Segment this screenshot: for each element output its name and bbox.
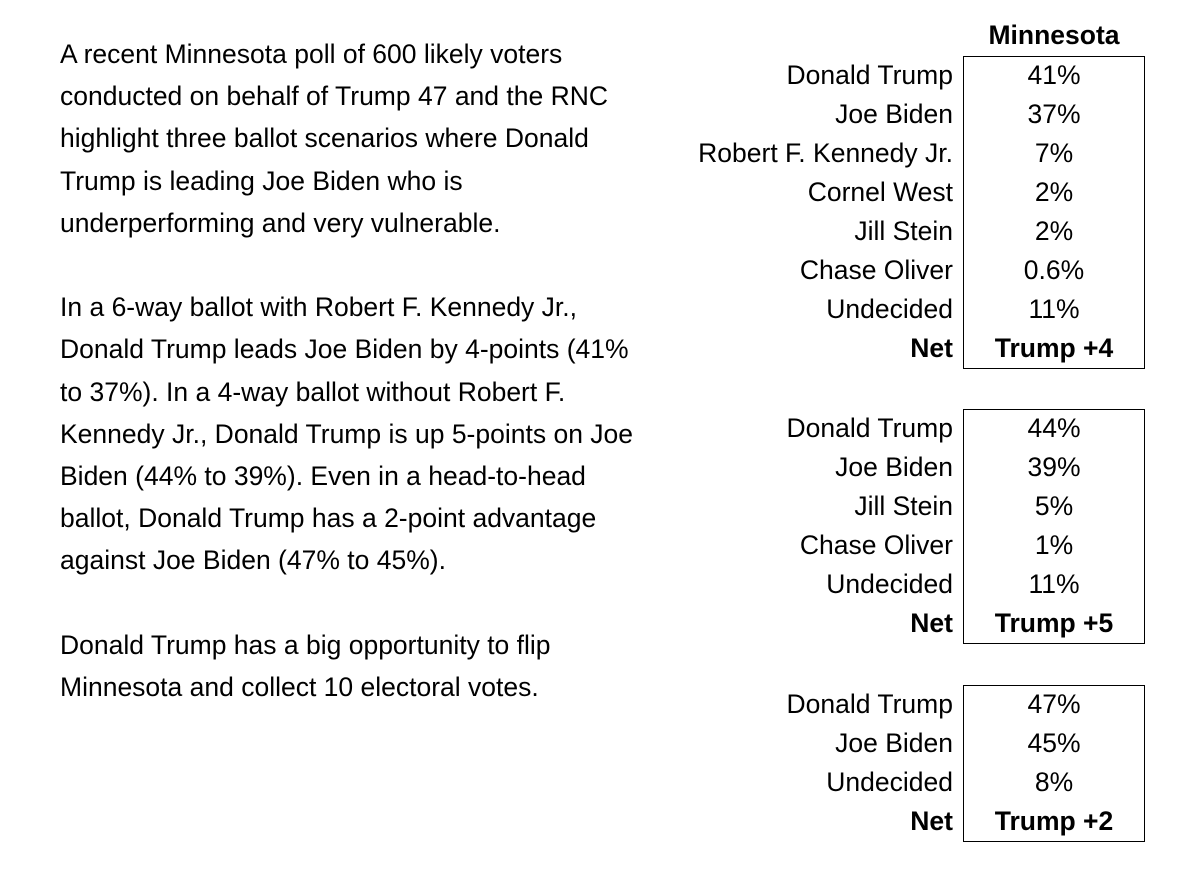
candidate-name: Joe Biden (835, 728, 953, 758)
state-column-header: Minnesota (988, 20, 1120, 50)
ballot-row: Chase Oliver 1% (600, 526, 1145, 565)
ballot-row: Donald Trump 47% (600, 685, 1145, 724)
narrative-paragraph-conclusion: Donald Trump has a big opportunity to fl… (60, 629, 551, 703)
vote-share: 11% (1028, 294, 1080, 324)
vote-share: 37% (1027, 99, 1081, 129)
vote-share: 2% (1034, 177, 1074, 207)
candidate-name: Joe Biden (835, 99, 953, 129)
candidate-name: Jill Stein (854, 491, 953, 521)
ballot-row: Joe Biden 37% (600, 95, 1145, 134)
net-label: Net (910, 333, 953, 363)
ballot-row: Cornel West 2% (600, 173, 1145, 212)
vote-share: 5% (1034, 491, 1074, 521)
ballot-row: Jill Stein 5% (600, 487, 1145, 526)
ballot-row: Donald Trump 41% (600, 56, 1145, 95)
net-value: Trump +5 (994, 608, 1114, 638)
candidate-name: Jill Stein (854, 216, 953, 246)
ballot-row: Undecided 11% (600, 565, 1145, 604)
narrative-paragraph-results: In a 6-way ballot with Robert F. Kennedy… (60, 292, 634, 576)
vote-share: 11% (1028, 569, 1080, 599)
candidate-name: Chase Oliver (799, 530, 953, 560)
candidate-name: Joe Biden (835, 452, 953, 482)
candidate-name: Chase Oliver (799, 255, 953, 285)
ballot-row: Joe Biden 45% (600, 724, 1145, 763)
vote-share: 2% (1034, 216, 1074, 246)
candidate-name: Donald Trump (786, 413, 953, 443)
net-row: Net Trump +4 (600, 329, 1145, 368)
candidate-name: Undecided (826, 294, 953, 324)
ballot-row: Jill Stein 2% (600, 212, 1145, 251)
ballot-row: Undecided 11% (600, 290, 1145, 329)
candidate-name: Donald Trump (786, 689, 953, 719)
ballot-table-six-way: Donald Trump 41% Joe Biden 37% Robert F.… (600, 56, 1145, 369)
vote-share: 8% (1034, 767, 1074, 797)
ballot-row: Undecided 8% (600, 763, 1145, 802)
candidate-name: Donald Trump (786, 60, 953, 90)
net-label: Net (910, 608, 953, 638)
vote-share: 41% (1027, 60, 1081, 90)
vote-share: 1% (1034, 530, 1074, 560)
net-row: Net Trump +5 (600, 604, 1145, 643)
net-value: Trump +4 (994, 333, 1114, 363)
candidate-name: Undecided (826, 569, 953, 599)
vote-share: 45% (1027, 728, 1081, 758)
ballot-row: Chase Oliver 0.6% (600, 251, 1145, 290)
narrative-paragraph-intro: A recent Minnesota poll of 600 likely vo… (60, 39, 609, 238)
candidate-name: Robert F. Kennedy Jr. (698, 138, 953, 168)
ballot-row: Donald Trump 44% (600, 409, 1145, 448)
net-value: Trump +2 (994, 806, 1114, 836)
vote-share: 47% (1027, 689, 1081, 719)
candidate-name: Cornel West (807, 177, 953, 207)
net-row: Net Trump +2 (600, 802, 1145, 841)
vote-share: 44% (1027, 413, 1081, 443)
ballot-row: Robert F. Kennedy Jr. 7% (600, 134, 1145, 173)
vote-share: 0.6% (1023, 255, 1085, 285)
ballot-row: Joe Biden 39% (600, 448, 1145, 487)
net-label: Net (910, 806, 953, 836)
ballot-table-head-to-head: Donald Trump 47% Joe Biden 45% Undecided… (600, 685, 1145, 842)
candidate-name: Undecided (826, 767, 953, 797)
ballot-table-four-way: Donald Trump 44% Joe Biden 39% Jill Stei… (600, 409, 1145, 644)
vote-share: 39% (1027, 452, 1081, 482)
vote-share: 7% (1034, 138, 1074, 168)
narrative-text: A recent Minnesota poll of 600 likely vo… (60, 33, 645, 708)
